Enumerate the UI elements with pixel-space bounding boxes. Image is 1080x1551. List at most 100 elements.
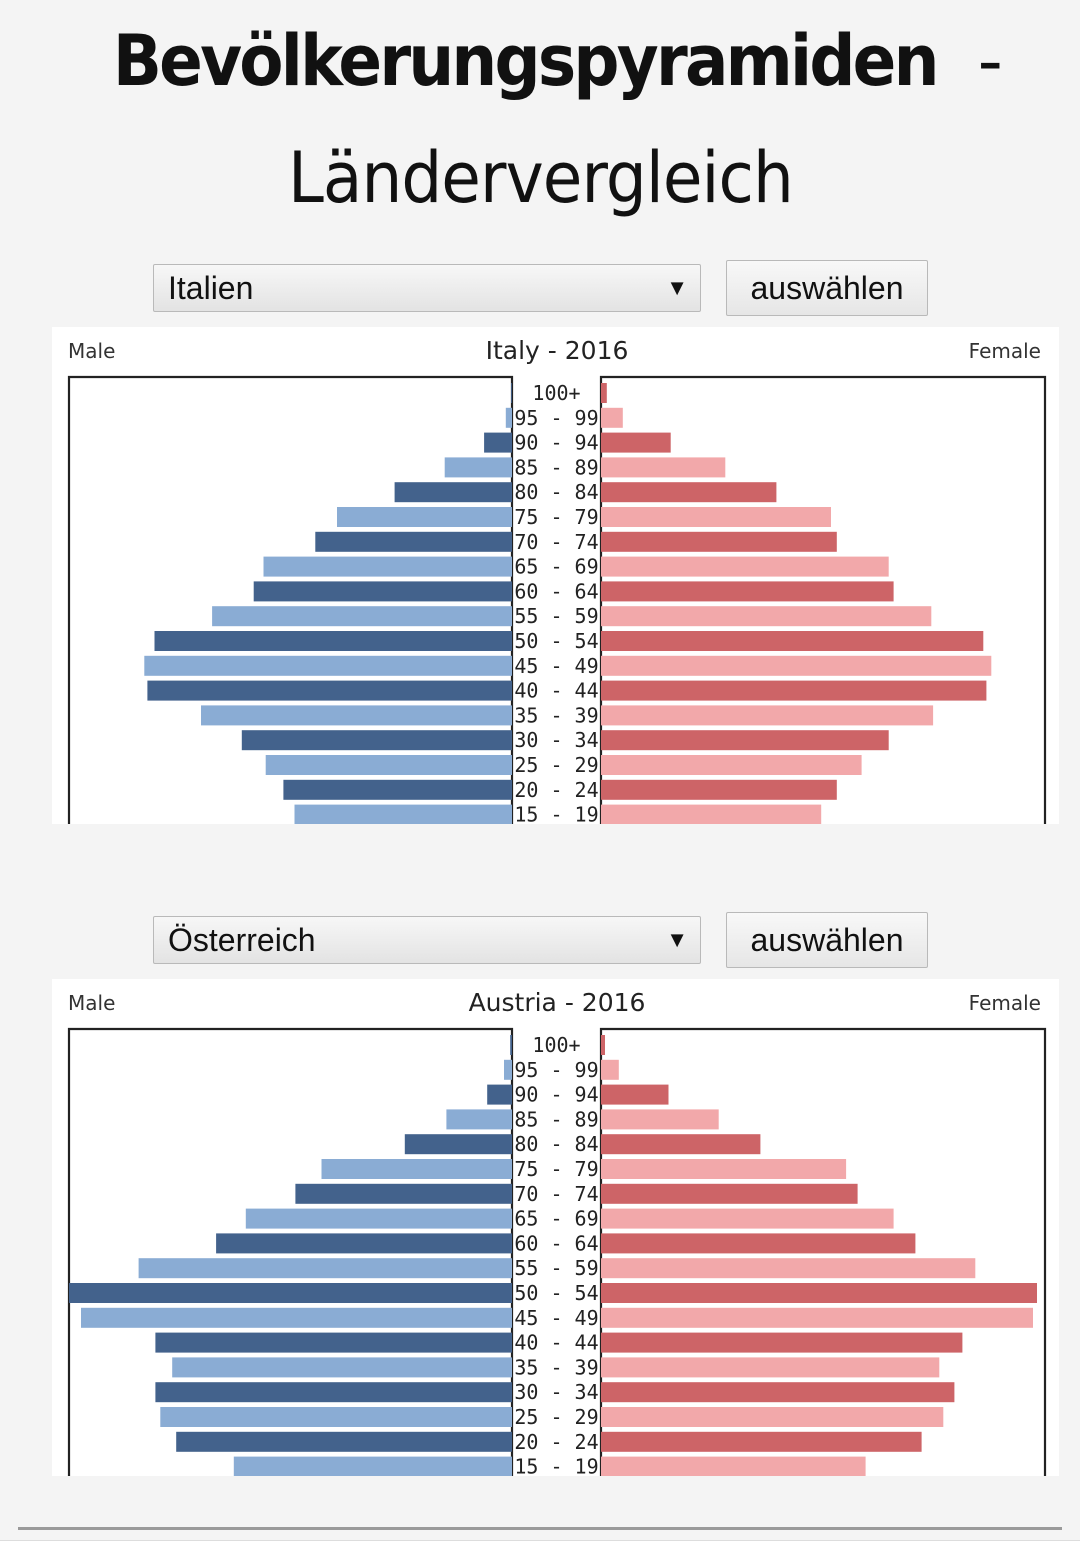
male-bar	[404, 1134, 512, 1155]
female-bar	[601, 1283, 1037, 1303]
male-bar	[263, 556, 512, 577]
female-bar	[601, 730, 889, 751]
select-button-1[interactable]: auswählen	[726, 260, 928, 316]
age-group-label: 50 - 54	[514, 1281, 598, 1305]
age-group-label: 30 - 34	[514, 1380, 598, 1404]
female-bar	[601, 432, 671, 453]
male-bar	[337, 507, 512, 527]
male-bar	[154, 631, 512, 651]
male-bar	[283, 779, 512, 800]
male-bar	[487, 1084, 512, 1105]
age-group-label: 30 - 34	[514, 728, 598, 752]
female-bar	[601, 383, 607, 403]
female-axis-label: Female	[969, 991, 1041, 1015]
pyramid-chart-1: Male Female Italy - 2016 100+ 95 - 99 90 - 94…	[52, 327, 1059, 824]
age-group-label: 35 - 39	[514, 703, 598, 727]
male-bar	[147, 680, 512, 701]
age-group-label: 85 - 89	[514, 1107, 598, 1131]
female-bar	[601, 606, 932, 627]
male-bar	[155, 1382, 512, 1403]
male-axis-label: Male	[68, 339, 115, 363]
age-group-label: 65 - 69	[514, 555, 598, 579]
female-bar	[601, 1307, 1033, 1328]
age-group-label: 100+	[532, 381, 580, 405]
page-title-dash: -	[977, 20, 1003, 102]
age-group-label: 50 - 54	[514, 629, 598, 653]
male-bar	[172, 1357, 512, 1378]
male-bar	[505, 407, 512, 428]
male-bar	[511, 383, 512, 403]
age-group-label: 40 - 44	[514, 1331, 598, 1355]
male-bar	[155, 1332, 512, 1353]
age-group-label: 60 - 64	[514, 1231, 598, 1255]
page-title: Bevölkerungspyramiden - Ländervergleich	[0, 12, 1080, 246]
female-bar	[601, 1258, 976, 1279]
age-group-label: 15 - 19	[514, 803, 598, 824]
age-group-label: 25 - 29	[514, 753, 598, 777]
age-group-label: 75 - 79	[514, 1157, 598, 1181]
female-bar	[601, 1357, 940, 1378]
age-group-label: 55 - 59	[514, 1256, 598, 1280]
age-group-label: 55 - 59	[514, 604, 598, 628]
country-select-1-value: Italien	[168, 270, 254, 306]
chart-title: Italy - 2016	[486, 336, 629, 365]
age-group-label: 80 - 84	[514, 480, 598, 504]
female-bar	[601, 457, 726, 478]
female-bar	[601, 779, 837, 800]
female-bar	[601, 1059, 619, 1080]
age-group-label: 75 - 79	[514, 505, 598, 529]
female-bar	[601, 482, 777, 503]
age-group-label: 15 - 19	[514, 1455, 598, 1476]
female-bar	[601, 1407, 944, 1427]
female-bar	[601, 1233, 916, 1254]
age-group-label: 20 - 24	[514, 778, 598, 802]
male-axis-label: Male	[68, 991, 115, 1015]
female-bar	[601, 705, 934, 726]
male-bar	[504, 1059, 512, 1080]
age-group-label: 85 - 89	[514, 455, 598, 479]
female-bar	[601, 1084, 669, 1105]
age-group-label: 35 - 39	[514, 1355, 598, 1379]
chart-title: Austria - 2016	[469, 988, 646, 1017]
female-bar	[601, 407, 623, 428]
male-bar	[321, 1159, 512, 1179]
male-bar	[160, 1407, 513, 1427]
male-bar	[233, 1456, 513, 1476]
age-group-label: 25 - 29	[514, 1405, 598, 1429]
male-bar	[176, 1431, 512, 1452]
male-bar	[294, 804, 512, 824]
age-group-label: 45 - 49	[514, 1306, 598, 1330]
female-bar	[601, 1134, 761, 1155]
male-bar	[216, 1233, 512, 1254]
select-button-2[interactable]: auswählen	[726, 912, 928, 968]
male-bar	[510, 1035, 512, 1055]
bottom-bar	[0, 1540, 1080, 1551]
female-bar	[601, 581, 894, 602]
male-bar	[144, 655, 513, 676]
female-axis-label: Female	[969, 339, 1041, 363]
country-select-1[interactable]: Italien ▼	[153, 264, 701, 312]
female-bar	[601, 1382, 955, 1403]
age-group-label: 60 - 64	[514, 579, 598, 603]
female-bar	[601, 755, 862, 775]
age-group-label: 95 - 99	[514, 406, 598, 430]
age-group-label: 65 - 69	[514, 1207, 598, 1231]
male-bar	[444, 457, 512, 478]
female-bar	[601, 1035, 605, 1055]
chevron-down-icon: ▼	[666, 927, 688, 952]
female-bar	[601, 531, 837, 552]
country-select-2[interactable]: Österreich ▼	[153, 916, 701, 964]
male-bar	[295, 1183, 512, 1204]
male-bar	[201, 705, 512, 726]
age-group-label: 45 - 49	[514, 654, 598, 678]
male-bar	[245, 1208, 513, 1229]
male-bar	[138, 1258, 512, 1279]
female-bar	[601, 1431, 922, 1452]
female-bar	[601, 1208, 894, 1229]
divider	[18, 1527, 1062, 1530]
male-bar	[446, 1109, 512, 1130]
male-bar	[212, 606, 512, 627]
female-bar	[601, 1159, 847, 1179]
age-group-label: 70 - 74	[514, 1182, 598, 1206]
female-bar	[601, 556, 889, 577]
